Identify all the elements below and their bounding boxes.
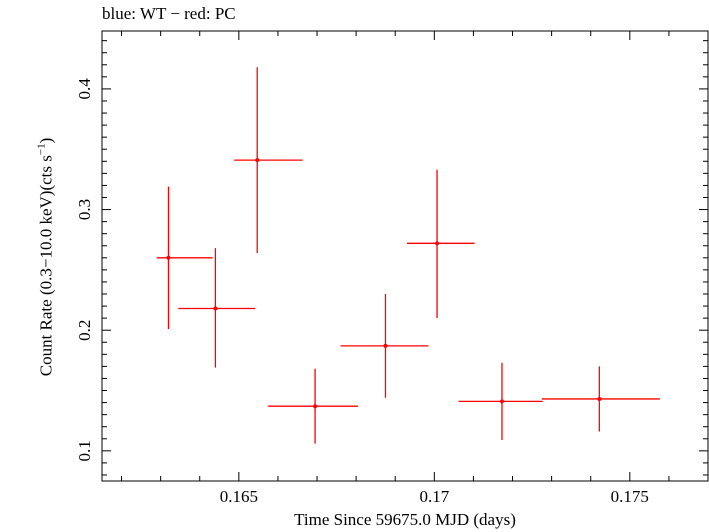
data-marker: [166, 255, 171, 260]
plot-frame: [101, 30, 709, 482]
x-tick-label: 0.165: [220, 487, 258, 506]
data-marker: [597, 396, 602, 401]
data-point: [234, 67, 303, 253]
y-tick-label: 0.4: [75, 78, 94, 100]
axis-ticks: 0.165 0.17 0.175 0.1 0.2 0.3 0.4: [75, 31, 709, 506]
x-axis-label: Time Since 59675.0 MJD (days): [294, 510, 516, 529]
data-marker: [255, 158, 260, 163]
y-tick-label: 0.3: [75, 199, 94, 220]
x-tick-label: 0.17: [419, 487, 449, 506]
data-point: [541, 366, 660, 432]
data-point: [156, 186, 213, 329]
y-tick-label: 0.1: [75, 440, 94, 461]
chart-title: blue: WT − red: PC: [102, 4, 236, 23]
x-tick-label: 0.175: [611, 487, 649, 506]
data-point: [458, 362, 543, 440]
data-marker: [383, 343, 388, 348]
data-series: [156, 67, 660, 444]
data-point: [178, 248, 256, 368]
data-marker: [313, 404, 318, 409]
data-point: [406, 169, 475, 319]
data-marker: [213, 306, 218, 311]
data-marker: [435, 241, 440, 246]
data-marker: [499, 399, 504, 404]
data-point: [268, 368, 359, 444]
data-point: [340, 294, 429, 398]
y-tick-label: 0.2: [75, 320, 94, 341]
